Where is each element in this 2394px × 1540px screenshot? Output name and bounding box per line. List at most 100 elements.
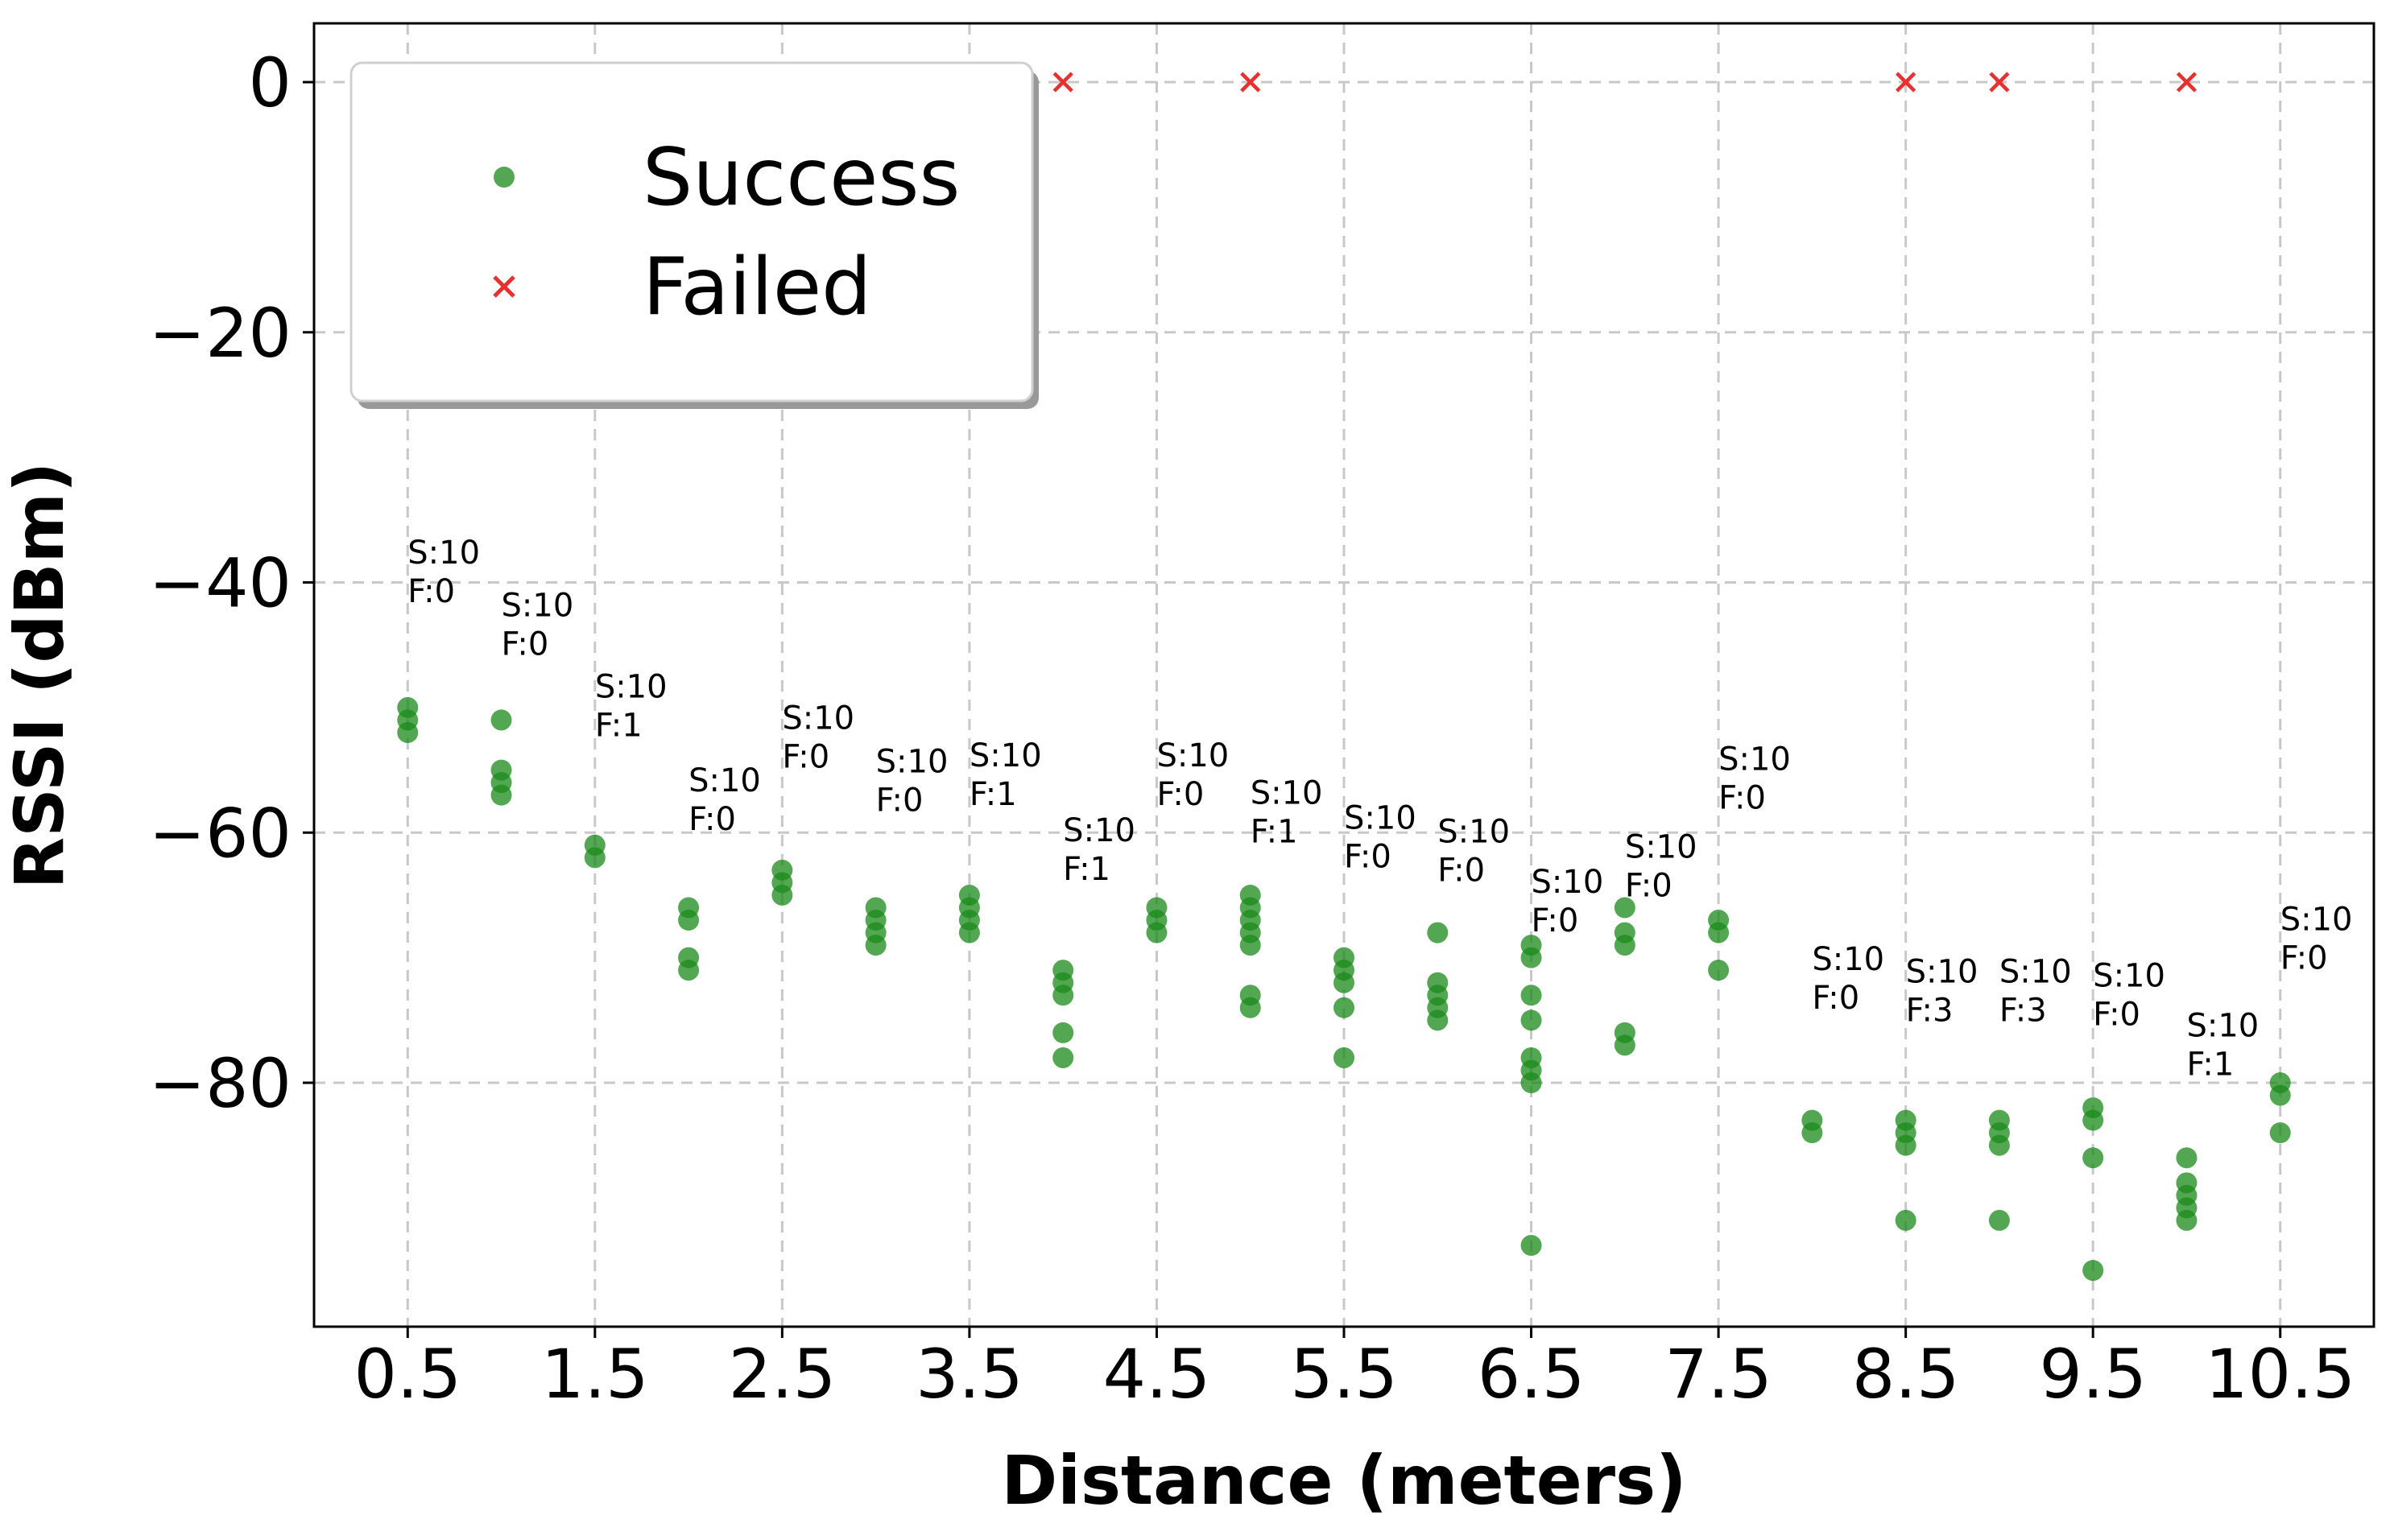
x-tick-label: 7.5 [1664, 1335, 1772, 1414]
x-tick-label: 4.5 [1103, 1335, 1211, 1414]
point-annotation: S:10 F:0 [502, 587, 574, 663]
annotation-line: F:0 [407, 573, 455, 610]
point-annotation: S:10 F:0 [1156, 737, 1229, 813]
x-tick-label: 6.5 [1478, 1335, 1586, 1414]
point-annotation: S:10 F:1 [1063, 812, 1135, 888]
success-marker [1520, 1072, 1542, 1094]
success-marker [1614, 935, 1635, 956]
success-marker [1333, 1047, 1354, 1068]
point-annotation: S:10 F:0 [2093, 957, 2165, 1033]
data-points [397, 72, 2291, 1282]
annotation-line: S:10 [1251, 775, 1323, 812]
success-marker [1239, 997, 1261, 1018]
point-annotations: S:10 F:0 S:10 F:0S:10 F:1S:10 F:0S:10 F:0 S:10 F… [407, 535, 2352, 1083]
success-marker [2176, 1209, 2198, 1231]
success-marker [1427, 922, 1449, 943]
success-marker [958, 922, 980, 943]
legend-success-marker [494, 167, 515, 188]
success-marker [2082, 1147, 2104, 1169]
success-marker [1614, 1034, 1635, 1056]
annotation-line: F:0 [688, 801, 736, 838]
failed-marker [1240, 72, 1261, 93]
success-marker [678, 910, 700, 931]
x-tick-label: 1.5 [541, 1335, 649, 1414]
failed-marker [1052, 72, 1073, 93]
success-marker [1052, 985, 1074, 1006]
y-tick-label: −40 [149, 544, 291, 623]
y-tick-label: −60 [149, 794, 291, 873]
annotation-line: S:10 [1437, 814, 1510, 851]
failed-marker-stroke [2176, 72, 2198, 93]
point-annotation: S:10 F:0 [1344, 800, 1416, 876]
success-marker [1708, 960, 1730, 981]
annotation-line: S:10 [1999, 954, 2072, 991]
annotation-line: S:10 [970, 737, 1042, 774]
success-marker [1895, 1134, 1916, 1156]
annotation-line: F:1 [970, 776, 1017, 813]
success-marker [1239, 935, 1261, 956]
annotation-line: F:1 [595, 707, 643, 744]
failed-marker [2176, 72, 2198, 93]
point-annotation: S:10 F:0 [1532, 864, 1604, 939]
y-axis-label: RSSI (dBm) [0, 462, 79, 890]
success-marker [1427, 1009, 1449, 1031]
success-marker [2082, 1260, 2104, 1282]
annotation-line: F:0 [1625, 867, 1672, 904]
success-marker [1895, 1209, 1916, 1231]
success-marker [1988, 1134, 2010, 1156]
success-marker [1988, 1209, 2010, 1231]
success-marker [490, 784, 512, 806]
failed-marker [1896, 72, 1916, 93]
annotation-line: S:10 [1344, 800, 1416, 837]
annotation-line: S:10 [782, 700, 854, 737]
success-marker [865, 935, 887, 956]
annotation-line: S:10 [1156, 737, 1229, 774]
annotation-line: S:10 [1625, 828, 1697, 865]
x-axis-label: Distance (meters) [1002, 1441, 1687, 1520]
success-marker [490, 709, 512, 731]
annotation-line: S:10 [1063, 812, 1135, 849]
success-marker [1520, 1009, 1542, 1031]
success-marker [397, 721, 419, 743]
success-marker [2082, 1109, 2104, 1131]
annotation-line: S:10 [595, 668, 668, 705]
success-marker [1801, 1122, 1823, 1144]
annotation-line: S:10 [1812, 941, 1884, 978]
annotation-line: F:1 [2186, 1047, 2234, 1084]
failed-marker-stroke [1240, 72, 1261, 93]
annotation-line: S:10 [1718, 741, 1791, 778]
success-marker [2176, 1147, 2198, 1169]
annotation-line: F:0 [1344, 839, 1391, 876]
success-marker [584, 847, 606, 869]
point-annotation: S:10 F:0 [876, 744, 949, 820]
success-marker [1614, 897, 1635, 919]
legend-box [349, 61, 1034, 403]
legend-label: Failed [643, 242, 871, 333]
x-tick-label: 10.5 [2205, 1335, 2355, 1414]
success-marker [678, 960, 700, 981]
x-tick-label: 3.5 [916, 1335, 1023, 1414]
success-marker [2269, 1084, 2291, 1106]
annotation-line: F:0 [1156, 776, 1204, 813]
failed-marker-stroke [1896, 72, 1916, 93]
annotation-line: S:10 [876, 744, 949, 781]
x-tick-label: 9.5 [2039, 1335, 2147, 1414]
success-marker [771, 884, 793, 906]
success-marker [1052, 1047, 1074, 1068]
success-marker [1520, 947, 1542, 968]
legend: Success Failed [349, 61, 1039, 409]
point-annotation: S:10 F:1 [970, 737, 1042, 813]
legend-failed-marker [493, 275, 515, 298]
annotation-line: F:1 [1251, 814, 1298, 851]
annotation-line: F:0 [2280, 939, 2328, 976]
annotation-line: S:10 [2093, 957, 2165, 994]
annotation-line: F:0 [1532, 902, 1579, 939]
success-marker [1052, 1022, 1074, 1043]
annotation-line: F:0 [782, 738, 829, 775]
annotation-line: S:10 [502, 587, 574, 624]
point-annotation: S:10 F:3 [1999, 954, 2072, 1030]
y-tick-label: 0 [249, 43, 291, 122]
annotation-line: F:1 [1063, 851, 1110, 888]
annotation-line: S:10 [1906, 954, 1978, 991]
